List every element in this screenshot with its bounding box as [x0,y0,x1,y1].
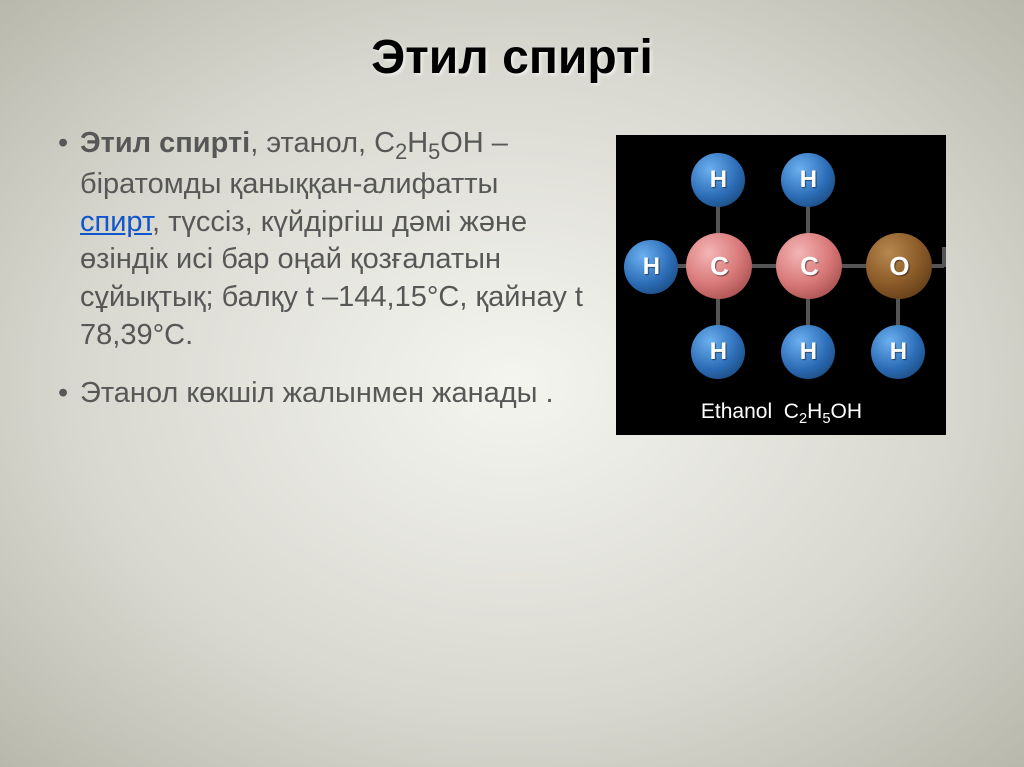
bond [716,295,720,329]
image-column: Ethanol C2H5OH HHHCCOHHH [606,125,957,435]
o-atom: O [866,233,932,299]
bullet-item-1: Этил спирті, этанол, С2Н5ОН – біратомды … [50,125,586,355]
h-atom: H [691,325,745,379]
h-atom: H [691,153,745,207]
bond [896,295,900,329]
bond [806,203,810,237]
h-atom: H [871,325,925,379]
h-atom: H [624,240,678,294]
text-column: Этил спирті, этанол, С2Н5ОН – біратомды … [50,125,586,435]
slide-title: Этил спирті [50,30,974,85]
bullet1-post: , түссіз, күйдіргіш дәмі және өзіндік ис… [80,206,583,351]
content-row: Этил спирті, этанол, С2Н5ОН – біратомды … [50,125,974,435]
bullet1-bold: Этил спирті [80,127,250,159]
link-spirt[interactable]: спирт [80,206,152,238]
bullet-list: Этил спирті, этанол, С2Н5ОН – біратомды … [50,125,586,412]
c-atom: C [686,233,752,299]
molecule-caption: Ethanol C2H5OH [616,400,946,427]
bond [716,203,720,237]
bullet-item-2: Этанол көкшіл жалынмен жанады . [50,375,586,413]
c-atom: C [776,233,842,299]
h-atom: H [781,325,835,379]
bullet2-text: Этанол көкшіл жалынмен жанады . [80,377,554,409]
ethanol-molecule-diagram: Ethanol C2H5OH HHHCCOHHH [616,135,946,435]
h-atom: H [781,153,835,207]
bond [806,295,810,329]
bond [942,247,946,267]
